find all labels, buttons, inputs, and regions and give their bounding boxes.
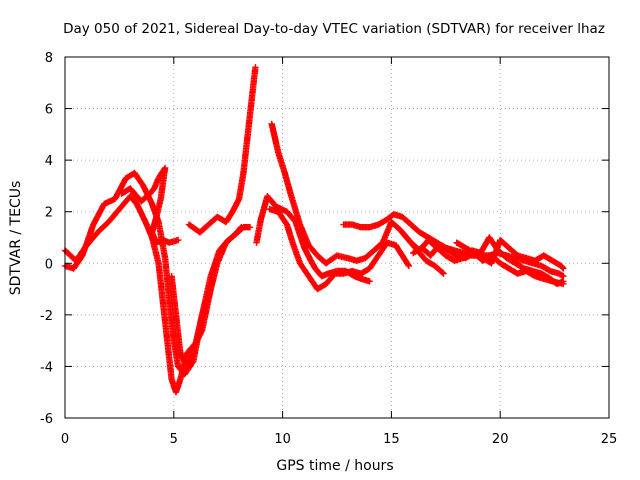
y-tick-label: 0 — [45, 257, 53, 272]
grid-lines — [65, 57, 609, 418]
x-tick-label: 15 — [383, 432, 400, 447]
satellite-track-7 — [266, 205, 412, 293]
x-axis-label: GPS time / hours — [276, 458, 393, 474]
plus-markers — [266, 205, 412, 293]
x-tick-label: 25 — [601, 432, 618, 447]
satellite-track-3 — [118, 164, 182, 246]
y-tick-label: 4 — [45, 154, 53, 169]
axis-ticks: 0 5 10 15 20 25 -6 -4 -2 0 2 4 6 8 — [40, 51, 617, 447]
plot-frame — [64, 56, 610, 419]
plus-markers — [410, 242, 567, 288]
satellite-track-12 — [410, 242, 567, 288]
data-markers — [61, 64, 567, 396]
x-tick-label: 0 — [61, 432, 69, 447]
plus-markers — [185, 64, 259, 236]
plus-markers — [118, 164, 182, 246]
satellite-track-4 — [168, 273, 214, 370]
x-tick-label: 20 — [492, 432, 509, 447]
chart-title: Day 050 of 2021, Sidereal Day-to-day VTE… — [63, 21, 605, 37]
y-tick-label: -2 — [40, 309, 53, 324]
y-tick-label: 6 — [45, 103, 53, 118]
satellite-track-5 — [185, 64, 259, 236]
y-tick-label: -6 — [40, 412, 53, 427]
y-tick-label: 2 — [45, 206, 53, 221]
x-tick-label: 5 — [170, 432, 178, 447]
y-axis-label: SDTVAR / TECUs — [8, 181, 24, 296]
x-tick-label: 10 — [274, 432, 291, 447]
y-tick-label: -4 — [40, 360, 53, 375]
y-tick-label: 8 — [45, 51, 53, 66]
plus-markers — [168, 273, 214, 370]
